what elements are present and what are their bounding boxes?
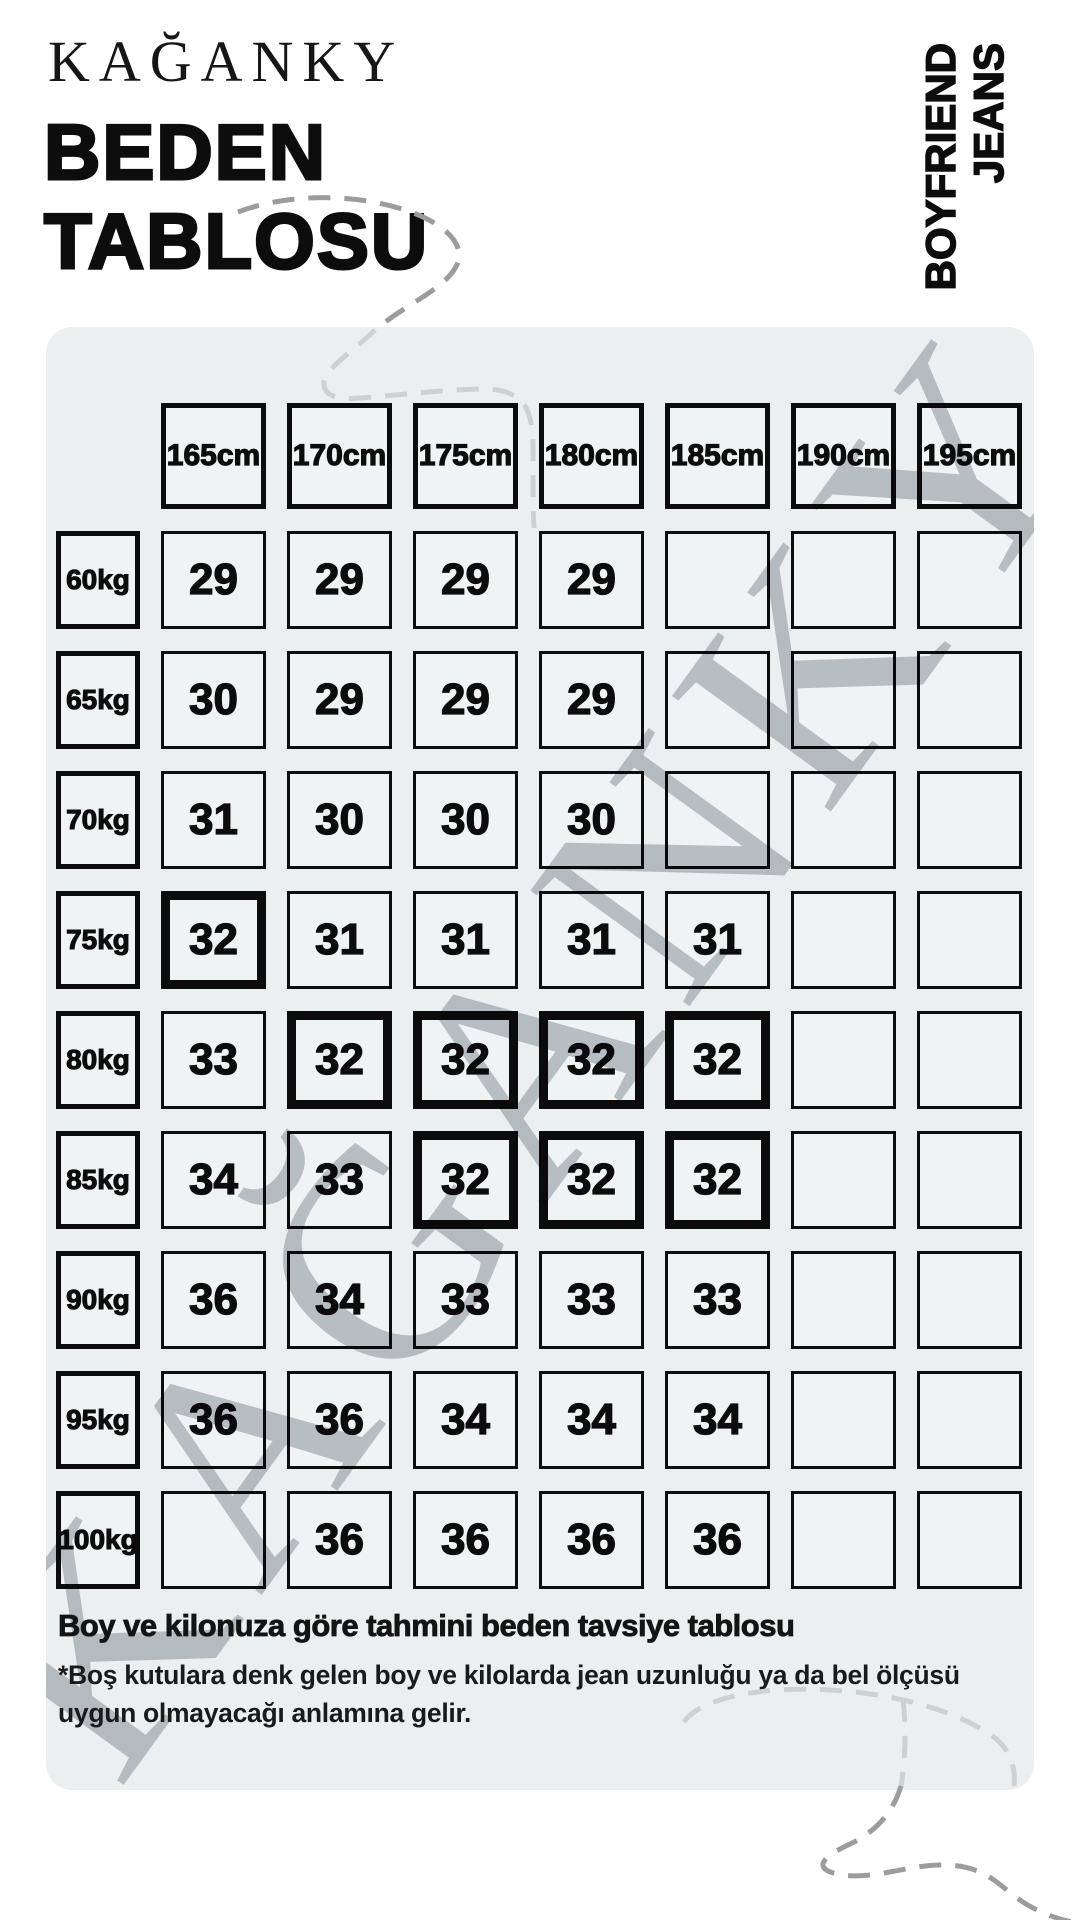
size-grid: 165cm 170cm 175cm 180cm 185cm 190cm 195cm 60kg 6…: [56, 403, 1022, 1589]
empty-cell: [917, 531, 1022, 629]
weight-label-90kg: 90kg: [56, 1251, 140, 1349]
size-cell-80kg-170cm: 32: [287, 1011, 392, 1109]
empty-cell: [791, 531, 896, 629]
size-cell-75kg-175cm: 31: [413, 891, 518, 989]
empty-cell: [791, 771, 896, 869]
table-caption: Boy ve kilonuza göre tahmini beden tavsi…: [58, 1608, 796, 1644]
size-cell-95kg-180cm: 34: [539, 1371, 644, 1469]
size-cell-60kg-180cm: 29: [539, 531, 644, 629]
size-cell-75kg-185cm: 31: [665, 891, 770, 989]
height-header-195cm: 195cm: [917, 403, 1022, 509]
size-cell-95kg-165cm: 36: [161, 1371, 266, 1469]
weight-label-75kg: 75kg: [56, 891, 140, 989]
size-cell-85kg-175cm: 32: [413, 1131, 518, 1229]
weight-label-65kg: 65kg: [56, 651, 140, 749]
product-label-line1: BOYFRIEND: [916, 42, 965, 291]
empty-cell-note: *Boş kutulara denk gelen boy ve kilolard…: [58, 1660, 960, 1728]
weight-label-95kg: 95kg: [56, 1371, 140, 1469]
size-cell-80kg-180cm: 32: [539, 1011, 644, 1109]
height-header-170cm: 170cm: [287, 403, 392, 509]
size-cell-65kg-165cm: 30: [161, 651, 266, 749]
size-table-panel: 165cm 170cm 175cm 180cm 185cm 190cm 195cm 60kg 6…: [46, 327, 1034, 1790]
empty-cell: [917, 891, 1022, 989]
size-cell-85kg-165cm: 34: [161, 1131, 266, 1229]
empty-cell: [917, 771, 1022, 869]
height-header-185cm: 185cm: [665, 403, 770, 509]
empty-cell: [791, 1131, 896, 1229]
empty-cell: [917, 1131, 1022, 1229]
height-header-190cm: 190cm: [791, 403, 896, 509]
size-cell-75kg-170cm: 31: [287, 891, 392, 989]
empty-cell: [791, 1371, 896, 1469]
empty-cell: [791, 1491, 896, 1589]
height-header-165cm: 165cm: [161, 403, 266, 509]
size-cell-60kg-175cm: 29: [413, 531, 518, 629]
size-cell-95kg-175cm: 34: [413, 1371, 518, 1469]
size-cell-75kg-180cm: 31: [539, 891, 644, 989]
size-cell-85kg-170cm: 33: [287, 1131, 392, 1229]
empty-cell: [917, 1491, 1022, 1589]
size-cell-85kg-185cm: 32: [665, 1131, 770, 1229]
empty-cell: [791, 891, 896, 989]
size-cell-65kg-180cm: 29: [539, 651, 644, 749]
empty-cell: [161, 1491, 266, 1589]
empty-cell: [791, 1011, 896, 1109]
size-cell-95kg-170cm: 36: [287, 1371, 392, 1469]
size-cell-70kg-175cm: 30: [413, 771, 518, 869]
size-cell-90kg-170cm: 34: [287, 1251, 392, 1349]
size-cell-90kg-165cm: 36: [161, 1251, 266, 1349]
dashed-squiggle-bottom-dark: [820, 1785, 1075, 1920]
size-cell-80kg-175cm: 32: [413, 1011, 518, 1109]
weight-label-85kg: 85kg: [56, 1131, 140, 1229]
empty-cell: [665, 771, 770, 869]
weight-label-60kg: 60kg: [56, 531, 140, 629]
height-header-175cm: 175cm: [413, 403, 518, 509]
brand-logo: KAĞANKY: [48, 29, 405, 94]
page-title-line1: BEDEN: [42, 107, 328, 198]
size-cell-65kg-175cm: 29: [413, 651, 518, 749]
size-cell-85kg-180cm: 32: [539, 1131, 644, 1229]
size-cell-100kg-175cm: 36: [413, 1491, 518, 1589]
size-cell-60kg-170cm: 29: [287, 531, 392, 629]
empty-cell: [665, 651, 770, 749]
size-cell-95kg-185cm: 34: [665, 1371, 770, 1469]
empty-cell: [791, 651, 896, 749]
size-cell-80kg-165cm: 33: [161, 1011, 266, 1109]
size-cell-75kg-165cm: 32: [161, 891, 266, 989]
weight-label-100kg: 100kg: [56, 1491, 140, 1589]
height-header-180cm: 180cm: [539, 403, 644, 509]
size-cell-90kg-185cm: 33: [665, 1251, 770, 1349]
product-label-line2: JEANS: [964, 42, 1013, 184]
empty-cell: [665, 531, 770, 629]
product-label: BOYFRIEND JEANS: [916, 42, 1013, 293]
size-cell-80kg-185cm: 32: [665, 1011, 770, 1109]
empty-cell: [917, 1011, 1022, 1109]
size-cell-70kg-165cm: 31: [161, 771, 266, 869]
size-cell-90kg-175cm: 33: [413, 1251, 518, 1349]
size-cell-65kg-170cm: 29: [287, 651, 392, 749]
size-cell-100kg-185cm: 36: [665, 1491, 770, 1589]
weight-label-80kg: 80kg: [56, 1011, 140, 1109]
size-cell-70kg-180cm: 30: [539, 771, 644, 869]
empty-cell: [917, 1371, 1022, 1469]
empty-cell: [791, 1251, 896, 1349]
size-cell-100kg-180cm: 36: [539, 1491, 644, 1589]
page-title: BEDEN TABLOSU: [42, 107, 430, 287]
size-cell-100kg-170cm: 36: [287, 1491, 392, 1589]
size-cell-60kg-165cm: 29: [161, 531, 266, 629]
empty-cell: [917, 1251, 1022, 1349]
size-cell-70kg-170cm: 30: [287, 771, 392, 869]
empty-cell: [917, 651, 1022, 749]
weight-label-70kg: 70kg: [56, 771, 140, 869]
size-cell-90kg-180cm: 33: [539, 1251, 644, 1349]
page-title-line2: TABLOSU: [42, 196, 430, 287]
